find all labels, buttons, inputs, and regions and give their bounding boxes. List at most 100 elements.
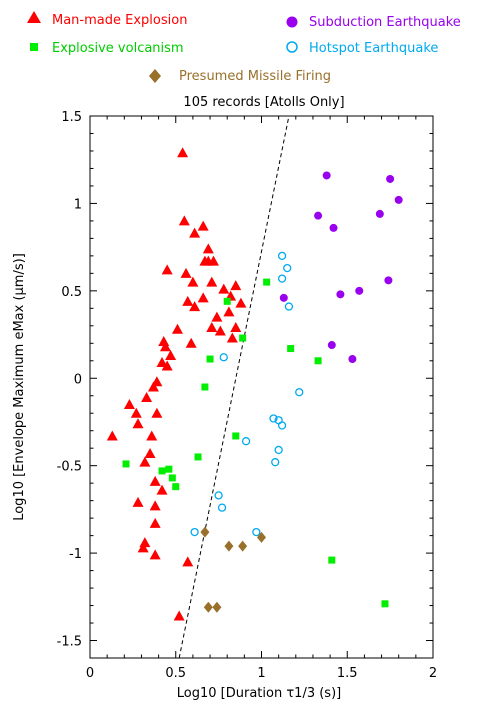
data-point-triangle xyxy=(149,500,161,511)
data-point-triangle xyxy=(189,227,201,238)
data-point-diamond xyxy=(212,601,222,613)
data-point-circle xyxy=(336,290,345,299)
data-point-square xyxy=(165,465,173,473)
data-point-circle xyxy=(355,286,364,295)
data-point-open-circle xyxy=(277,251,287,261)
data-point-square xyxy=(239,334,247,342)
data-point-open-circle xyxy=(269,414,278,423)
data-point-circle xyxy=(348,355,357,364)
data-point-square xyxy=(223,297,231,305)
data-point-open-circle xyxy=(283,263,292,273)
legend-label-subduction: Subduction Earthquake xyxy=(309,15,461,30)
data-point-open-circle xyxy=(284,302,294,311)
legend-marker-hotspot xyxy=(286,41,298,53)
data-point-triangle xyxy=(149,517,161,528)
y-axis-label: Log10 [Envelope Maximum eMax (μm/s)] xyxy=(12,253,27,521)
data-point-triangle xyxy=(161,264,173,275)
data-point-triangle xyxy=(207,255,219,266)
x-axis-label: Log10 [Duration τ1/3 (s)] xyxy=(177,686,341,701)
x-tick-label: 0 xyxy=(86,666,94,681)
data-point-triangle xyxy=(156,357,168,368)
data-point-triangle xyxy=(202,243,214,254)
legend-marker-subduction xyxy=(286,16,298,28)
data-point-square xyxy=(314,357,322,365)
axis-ticks: 0 0.5 1 1.5 2 1.5 1 0.5 0 -0.5 -1 -1.5 xyxy=(57,110,438,681)
data-point-diamond xyxy=(200,526,210,538)
data-point-triangle xyxy=(141,391,153,402)
data-point-triangle xyxy=(130,407,142,418)
data-point-triangle xyxy=(147,381,159,392)
data-point-triangle xyxy=(182,556,194,567)
data-point-square xyxy=(206,355,214,363)
data-point-square xyxy=(158,467,166,475)
data-point-square xyxy=(287,345,295,353)
data-point-square xyxy=(168,474,176,482)
y-tick-label: -1 xyxy=(69,547,82,562)
data-point-triangle xyxy=(173,610,185,621)
reference-line xyxy=(178,115,290,659)
data-point-triangle xyxy=(214,325,226,336)
data-point-open-circle xyxy=(274,445,283,455)
data-point-triangle xyxy=(159,341,171,352)
data-point-triangle xyxy=(182,295,194,306)
legend: Man-made Explosion Explosive volcanism P… xyxy=(27,11,461,84)
series-4 xyxy=(200,526,266,613)
data-points xyxy=(106,147,403,621)
data-point-open-circle xyxy=(271,458,280,467)
data-point-triangle xyxy=(146,430,158,441)
legend-marker-explosion xyxy=(27,11,41,23)
data-point-triangle xyxy=(139,456,151,467)
data-point-open-circle xyxy=(190,527,199,537)
data-point-triangle xyxy=(223,306,235,317)
y-tick-label: -0.5 xyxy=(57,460,82,475)
data-point-triangle xyxy=(123,398,135,409)
data-point-open-circle xyxy=(252,527,261,537)
data-point-square xyxy=(381,600,389,608)
legend-label-explosion: Man-made Explosion xyxy=(52,13,187,28)
data-point-triangle xyxy=(226,332,238,343)
data-point-triangle xyxy=(151,407,163,418)
data-point-open-circle xyxy=(241,437,251,446)
data-point-triangle xyxy=(106,430,118,441)
y-tick-label: 0 xyxy=(74,372,82,387)
data-point-circle xyxy=(314,211,323,220)
data-point-triangle xyxy=(171,323,183,334)
plot-area xyxy=(89,115,434,659)
x-tick-label: 1 xyxy=(257,666,265,681)
data-point-triangle xyxy=(211,311,223,322)
series-3 xyxy=(190,251,304,537)
series-1 xyxy=(122,278,389,608)
data-point-circle xyxy=(375,209,384,218)
legend-label-hotspot: Hotspot Earthquake xyxy=(309,41,438,56)
data-point-open-circle xyxy=(277,421,287,430)
data-point-square xyxy=(328,556,336,564)
data-point-circle xyxy=(329,223,338,232)
data-point-triangle xyxy=(156,484,168,495)
legend-marker-volcanism xyxy=(30,43,38,51)
series-0 xyxy=(106,147,247,621)
data-point-triangle xyxy=(189,301,201,312)
data-point-square xyxy=(122,460,130,468)
data-point-square xyxy=(232,432,240,440)
data-point-triangle xyxy=(132,418,144,429)
data-point-triangle xyxy=(197,220,209,231)
data-point-circle xyxy=(322,171,331,180)
data-point-square xyxy=(201,383,209,391)
data-point-triangle xyxy=(185,337,197,348)
data-point-circle xyxy=(386,174,395,183)
data-point-triangle xyxy=(235,297,247,308)
x-tick-label: 2 xyxy=(429,666,437,681)
data-point-open-circle xyxy=(277,274,287,283)
data-point-square xyxy=(194,453,202,461)
legend-marker-missile xyxy=(149,69,161,83)
x-tick-label: 1.5 xyxy=(337,666,358,681)
legend-label-missile: Presumed Missile Firing xyxy=(179,69,331,84)
y-tick-label: 0.5 xyxy=(61,285,82,300)
data-point-triangle xyxy=(144,447,156,458)
data-point-open-circle xyxy=(219,353,228,362)
data-point-triangle xyxy=(206,276,218,287)
data-point-square xyxy=(172,483,180,491)
data-point-triangle xyxy=(178,215,190,226)
data-point-open-circle xyxy=(214,491,223,500)
